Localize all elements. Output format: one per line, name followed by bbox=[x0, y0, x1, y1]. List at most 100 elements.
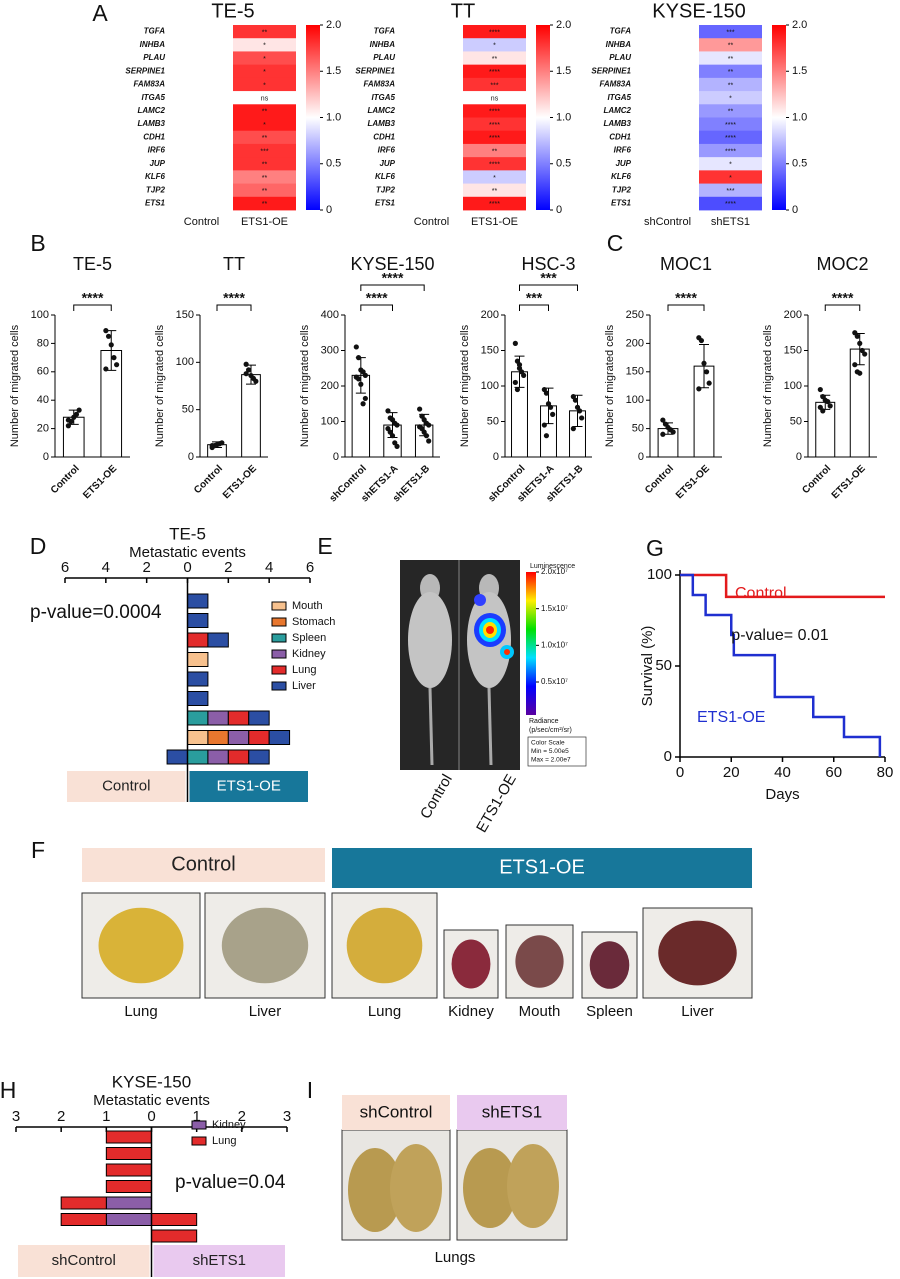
row-label: SERPINE1 bbox=[355, 66, 395, 75]
data-point bbox=[512, 340, 518, 346]
heatmap-cell bbox=[636, 51, 699, 66]
data-point bbox=[512, 379, 518, 386]
x-tick-label: Control bbox=[49, 463, 82, 496]
significance-label: ** bbox=[262, 201, 268, 208]
x-tick-label: 2 bbox=[142, 559, 150, 576]
data-point bbox=[245, 367, 252, 373]
significance-label: ** bbox=[728, 82, 734, 89]
x-tick-label: Control bbox=[192, 463, 225, 496]
heatmap-cell bbox=[699, 143, 762, 158]
significance-label: **** bbox=[489, 29, 500, 36]
bar-segment bbox=[187, 710, 209, 726]
row-label: JUP bbox=[149, 159, 165, 168]
significance-label: *** bbox=[526, 290, 543, 306]
row-label: FAM83A bbox=[133, 80, 165, 89]
info-text: Min = 5.00e5 bbox=[531, 748, 569, 755]
lung-lobe bbox=[348, 1148, 402, 1232]
y-tick-label: 150 bbox=[626, 366, 644, 378]
heatmap-cell bbox=[170, 91, 233, 105]
heatmap-cell bbox=[233, 143, 296, 158]
x-tick-label: 4 bbox=[102, 559, 110, 576]
lung-lobe bbox=[507, 1144, 559, 1228]
heatmap-cell bbox=[170, 64, 233, 79]
data-point bbox=[543, 390, 550, 396]
significance-label: **** bbox=[725, 122, 736, 129]
chart-title: KYSE-150 bbox=[350, 254, 434, 274]
heatmap-cell bbox=[463, 117, 526, 132]
significance-bracket bbox=[667, 304, 705, 311]
x-axis-label: Metastatic events bbox=[93, 1092, 210, 1109]
bar-segment bbox=[105, 1163, 153, 1177]
significance-label: ** bbox=[492, 188, 498, 195]
bar-segment bbox=[207, 632, 229, 648]
data-point bbox=[541, 422, 547, 428]
row-label: TGFA bbox=[610, 27, 632, 36]
colorbar-tick-label: 1.5 bbox=[792, 65, 807, 77]
legend-swatch bbox=[271, 649, 287, 659]
significance-label: * bbox=[729, 96, 732, 103]
data-point bbox=[355, 376, 362, 382]
organ bbox=[451, 939, 491, 989]
data-point bbox=[114, 362, 120, 368]
significance-label: **** bbox=[489, 69, 500, 76]
significance-bracket bbox=[360, 284, 425, 291]
heatmap-cell bbox=[233, 170, 296, 184]
row-label: SERPINE1 bbox=[125, 66, 165, 75]
heatmap-cell bbox=[699, 196, 762, 211]
chart-title: TE-5 bbox=[211, 0, 254, 22]
significance-label: *** bbox=[726, 188, 734, 195]
data-point bbox=[362, 372, 368, 378]
significance-label: **** bbox=[489, 109, 500, 116]
significance-label: **** bbox=[832, 290, 854, 306]
bar-segment bbox=[227, 710, 250, 726]
image-label: Control bbox=[417, 771, 456, 821]
data-point bbox=[827, 403, 833, 409]
colorbar-tick-label: 1.5 bbox=[556, 65, 571, 77]
data-point bbox=[521, 372, 527, 378]
series-label: ETS1-OE bbox=[697, 709, 765, 726]
data-point bbox=[209, 443, 215, 449]
heatmap-cell bbox=[170, 143, 233, 158]
heatmap-cell bbox=[463, 183, 526, 198]
bar-segment bbox=[187, 613, 209, 628]
bar-segment bbox=[248, 749, 270, 765]
data-point bbox=[660, 417, 666, 423]
heatmap-cell bbox=[400, 117, 463, 132]
significance-label: ** bbox=[262, 135, 268, 142]
photo-label: Lung bbox=[368, 1003, 401, 1020]
significance-label: **** bbox=[82, 290, 104, 306]
heatmap-cell bbox=[463, 157, 526, 171]
legend-label: Lung bbox=[212, 1135, 236, 1147]
data-point bbox=[550, 411, 556, 417]
bar-segment bbox=[60, 1213, 107, 1226]
data-point bbox=[820, 408, 826, 414]
significance-bracket bbox=[216, 304, 252, 311]
p-value: p-value= 0.01 bbox=[731, 627, 829, 644]
row-label: ETS1 bbox=[145, 199, 166, 208]
row-label: TGFA bbox=[144, 27, 166, 36]
heatmap-cell bbox=[636, 196, 699, 211]
bar-segment bbox=[105, 1180, 153, 1193]
signal bbox=[474, 594, 486, 606]
panel-letter: F bbox=[31, 837, 45, 863]
heatmap-cell bbox=[636, 143, 699, 158]
x-tick-label: 3 bbox=[12, 1108, 20, 1125]
significance-label: ** bbox=[728, 109, 734, 116]
data-point bbox=[385, 408, 391, 414]
heatmap-cell bbox=[699, 77, 762, 92]
row-label: KLF6 bbox=[611, 172, 632, 181]
chart-title: HSC-3 bbox=[521, 254, 575, 274]
significance-label: ** bbox=[262, 109, 268, 116]
x-tick-label: Control bbox=[800, 463, 833, 496]
group-label: shControl bbox=[360, 1102, 433, 1121]
y-tick-label: 50 bbox=[655, 657, 672, 674]
panel-letter: D bbox=[30, 533, 47, 559]
significance-label: **** bbox=[489, 162, 500, 169]
y-axis-label: Number of migrated cells bbox=[762, 324, 774, 447]
bar-segment bbox=[105, 1213, 153, 1226]
colorbar bbox=[536, 25, 550, 210]
bar-segment bbox=[187, 652, 209, 667]
luminescence-scale bbox=[526, 572, 536, 715]
data-point bbox=[701, 360, 707, 366]
data-point bbox=[103, 328, 109, 334]
